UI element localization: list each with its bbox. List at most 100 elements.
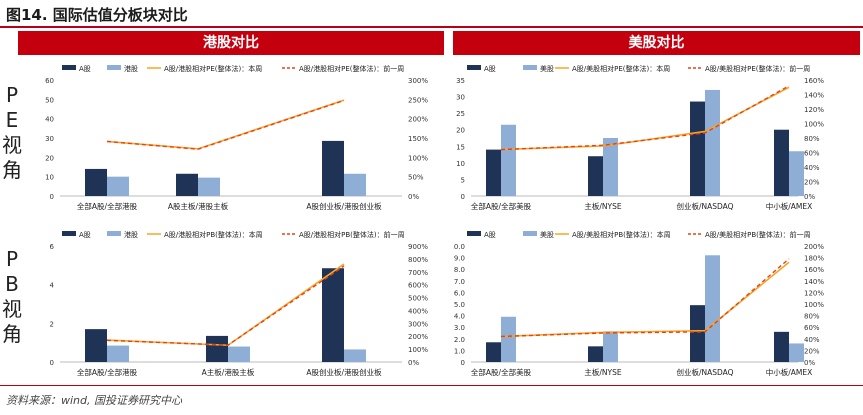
bar-b (107, 176, 129, 196)
line-this-week (106, 99, 345, 150)
pb-label-char: P (5, 247, 19, 271)
bar-b (198, 177, 220, 196)
y2-tick-label: 140% (804, 278, 824, 286)
y2-tick-label: 0% (408, 193, 419, 201)
y-tick-label: 3.0 (454, 324, 465, 332)
bar-a (85, 168, 107, 196)
us-pb-chart: A股 美股 A股/美股相对PB(整体法)：本周 A股/美股相对PB(整体法)：前一周 0… (453, 230, 824, 377)
category-label: 主板/NYSE (584, 201, 621, 211)
category-label: 主板/NYSE (584, 367, 621, 377)
y2-tick-label: 800% (408, 256, 428, 264)
pe-label-char: E (5, 108, 19, 132)
bar-a (774, 331, 789, 362)
figure-title: 图14. 国际估值分板块对比 (6, 6, 188, 24)
y2-tick-label: 120% (804, 106, 824, 114)
pe-label-char: 视 (2, 133, 22, 157)
category-label: A主板/港股主板 (202, 367, 255, 377)
y2-tick-label: 120% (804, 289, 824, 297)
hk-pe-chart: A股 港股 A股/港股相对PE(整体法)：本周 A股/港股相对PE(整体法)：前一周 0… (45, 64, 428, 211)
pb-row-label: P B 视 角 (0, 247, 24, 347)
y-tick-label: 35 (456, 77, 465, 85)
y-tick-label: 10 (45, 174, 54, 182)
legend-label: A股 (79, 231, 91, 239)
bar-b (603, 331, 618, 362)
y2-tick-label: 300% (408, 77, 428, 85)
legend-label: A股/港股相对PB(整体法)：本周 (164, 230, 263, 239)
y-tick-label: 15 (456, 143, 465, 151)
y-tick-label: 5.0 (454, 301, 465, 309)
category-label: 创业板/NASDAQ (676, 201, 733, 211)
legend-swatch (107, 231, 121, 236)
bar-b (603, 138, 618, 196)
line-prev-week (500, 85, 790, 151)
category-label: A股主板/港股主板 (168, 201, 229, 211)
y2-tick-label: 140% (804, 92, 824, 100)
pe-row-label: P E 视 角 (0, 83, 24, 183)
y-tick-label: 2.0 (454, 336, 465, 344)
y2-tick-label: 80% (804, 135, 820, 143)
y-tick-label: 0 (50, 193, 54, 201)
legend-label: 美股 (540, 230, 554, 239)
y2-tick-label: 0% (804, 359, 815, 367)
pb-label-char: B (5, 272, 19, 296)
y-tick-label: 8.0 (454, 266, 465, 274)
bar-b (107, 345, 129, 362)
legend-label: 美股 (540, 64, 554, 73)
y2-tick-label: 80% (804, 313, 820, 321)
y-tick-label: 7.0 (454, 278, 465, 286)
category-label: 全部A股/全部美股 (471, 367, 532, 377)
y-tick-label: 10.0 (453, 243, 465, 251)
line-prev-week (500, 258, 790, 338)
bar-a (322, 140, 344, 196)
legend-label: A股 (484, 65, 496, 73)
legend-swatch (62, 231, 76, 236)
y2-tick-label: 200% (408, 116, 428, 124)
y-tick-label: 0 (461, 359, 465, 367)
legend-swatch (467, 65, 481, 70)
legend-label: A股/港股相对PE(整体法)：本周 (164, 64, 262, 73)
bar-a (322, 268, 344, 362)
y2-tick-label: 100% (804, 121, 824, 129)
y2-tick-label: 50% (408, 174, 424, 182)
y2-tick-label: 500% (408, 295, 428, 303)
y2-tick-label: 600% (408, 282, 428, 290)
y-tick-label: 4 (50, 282, 55, 290)
bar-a (486, 149, 501, 196)
pe-label-char: P (5, 83, 19, 107)
legend-label: 港股 (124, 230, 138, 239)
y2-tick-label: 40% (804, 164, 820, 172)
category-label: 中小板/AMEX (766, 367, 813, 377)
legend-label: A股/港股相对PE(整体法)：前一周 (299, 64, 404, 73)
y-tick-label: 30 (45, 135, 54, 143)
us-pe-chart: A股 美股 A股/美股相对PE(整体法)：本周 A股/美股相对PE(整体法)：前一周 0… (456, 64, 824, 211)
y2-tick-label: 0% (804, 193, 815, 201)
y2-tick-label: 20% (804, 179, 820, 187)
legend-label: A股/美股相对PB(整体法)：前一周 (705, 230, 811, 239)
legend-swatch (62, 65, 76, 70)
legend-label: A股/美股相对PE(整体法)：本周 (572, 64, 670, 73)
bar-a (588, 346, 603, 362)
bar-b (501, 124, 516, 196)
bar-b (501, 316, 516, 362)
y2-tick-label: 0% (408, 359, 419, 367)
y2-tick-label: 200% (804, 243, 824, 251)
y2-tick-label: 40% (804, 336, 820, 344)
y-tick-label: 4.0 (454, 313, 465, 321)
y-tick-label: 1.0 (454, 347, 465, 355)
y2-tick-label: 250% (408, 96, 428, 104)
y2-tick-label: 300% (408, 320, 428, 328)
line-this-week (500, 86, 790, 151)
title-rule (0, 26, 863, 28)
category-label: 全部A股/全部美股 (471, 201, 532, 211)
y-tick-label: 6 (50, 243, 55, 251)
y-tick-label: 0 (461, 193, 465, 201)
category-label: 中小板/AMEX (766, 201, 813, 211)
y-tick-label: 2 (50, 320, 54, 328)
legend-swatch (523, 65, 537, 70)
y-tick-label: 50 (45, 96, 54, 104)
y-tick-label: 25 (456, 110, 465, 118)
line-prev-week (106, 265, 345, 346)
hk-pb-chart: A股 港股 A股/港股相对PB(整体法)：本周 A股/港股相对PB(整体法)：前一周 0… (50, 230, 429, 377)
bar-a (588, 156, 603, 196)
pe-label-char: 角 (2, 158, 22, 182)
